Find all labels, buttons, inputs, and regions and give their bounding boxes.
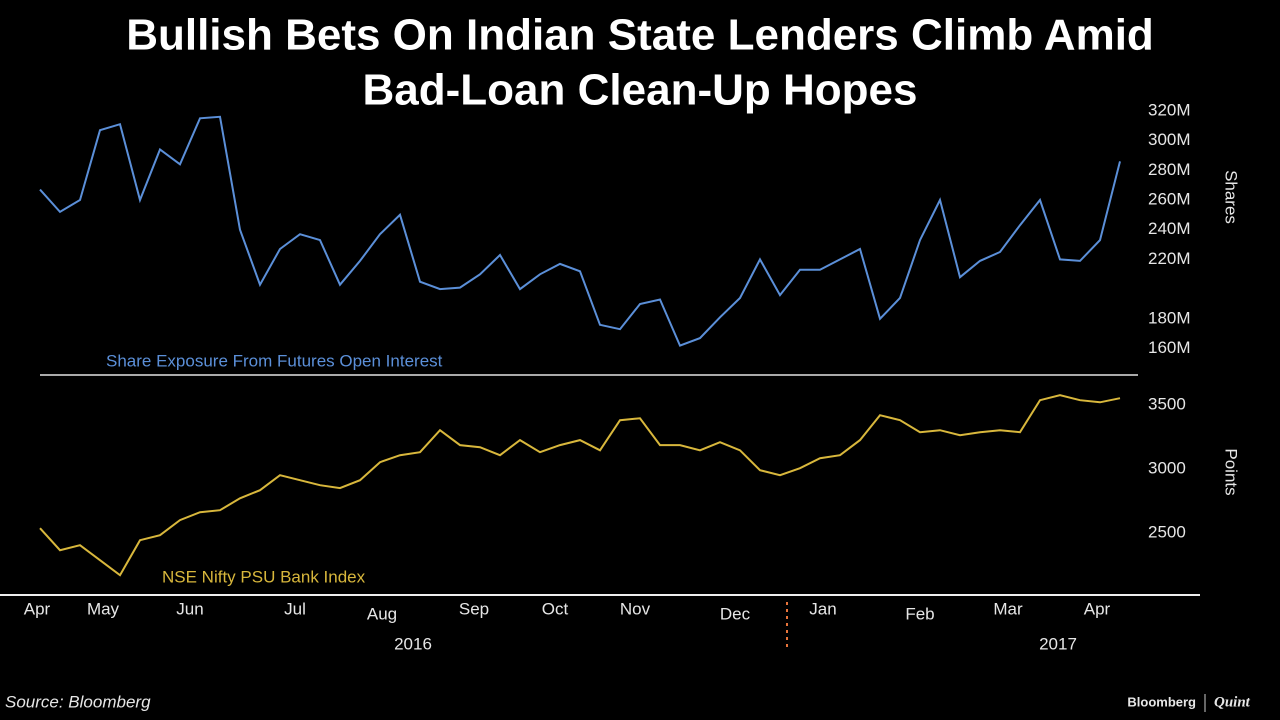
x-tick-label: Aug [367,604,397,623]
logo: Quint [1214,694,1251,710]
y-tick-label: 280M [1148,160,1191,179]
x-tick-label: Apr [1084,599,1111,618]
y-axis-label: Points [1222,448,1241,495]
y-axis-label: Shares [1222,170,1241,224]
x-tick-label: Feb [905,604,934,623]
x-tick-label: Mar [993,599,1023,618]
y-tick-label: 3000 [1148,459,1186,478]
y-tick-label: 180M [1148,308,1191,327]
series-label: Share Exposure From Futures Open Interes… [106,351,443,370]
y-tick-label: 240M [1148,219,1191,238]
y-tick-label: 2500 [1148,523,1186,542]
data-line [39,115,1121,347]
x-tick-label: Jan [809,599,836,618]
x-tick-label: Jul [284,599,306,618]
y-tick-label: 300M [1148,130,1191,149]
x-tick-label: Jun [176,599,203,618]
chart-title: Bullish Bets On Indian State Lenders Cli… [126,11,1154,60]
chart-title: Bad-Loan Clean-Up Hopes [363,66,918,115]
x-tick-label: Dec [720,604,751,623]
y-tick-label: 320M [1148,100,1191,119]
logo: Bloomberg [1127,694,1196,709]
year-label: 2017 [1039,634,1077,653]
year-label: 2016 [394,634,432,653]
y-tick-label: 3500 [1148,395,1186,414]
y-tick-label: 160M [1148,338,1191,357]
x-tick-label: Oct [542,599,569,618]
source: Source: Bloomberg [5,692,151,711]
y-tick-label: 220M [1148,249,1191,268]
x-tick-label: Nov [620,599,651,618]
x-tick-label: May [87,599,120,618]
y-tick-label: 260M [1148,189,1191,208]
x-tick-label: Apr [24,599,51,618]
data-line [39,394,1121,577]
x-tick-label: Sep [459,599,489,618]
series-label: NSE Nifty PSU Bank Index [162,567,366,586]
